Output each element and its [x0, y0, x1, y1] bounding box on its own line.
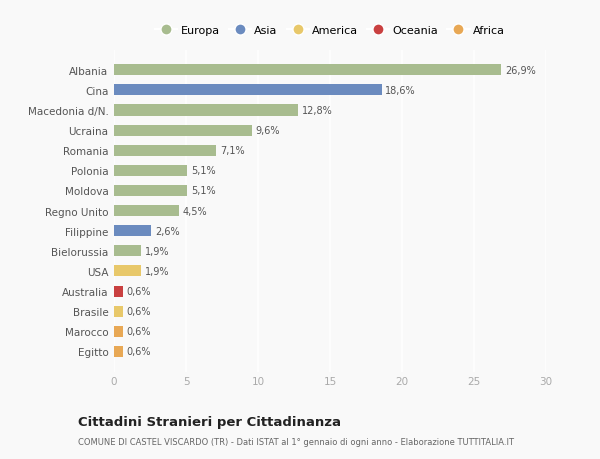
Bar	[114, 165, 187, 177]
Text: 5,1%: 5,1%	[191, 166, 215, 176]
Bar	[114, 65, 502, 76]
Text: 1,9%: 1,9%	[145, 266, 169, 276]
Text: 26,9%: 26,9%	[505, 66, 536, 76]
Text: 12,8%: 12,8%	[302, 106, 332, 116]
Text: 4,5%: 4,5%	[182, 206, 207, 216]
Text: 0,6%: 0,6%	[126, 286, 151, 297]
Bar	[114, 246, 142, 257]
Bar	[114, 266, 142, 277]
Text: 0,6%: 0,6%	[126, 307, 151, 317]
Text: 18,6%: 18,6%	[385, 86, 416, 95]
Text: 0,6%: 0,6%	[126, 327, 151, 336]
Text: 1,9%: 1,9%	[145, 246, 169, 256]
Text: 5,1%: 5,1%	[191, 186, 215, 196]
Bar	[114, 146, 216, 157]
Bar	[114, 286, 122, 297]
Text: 7,1%: 7,1%	[220, 146, 244, 156]
Bar	[114, 326, 122, 337]
Bar	[114, 85, 382, 96]
Text: COMUNE DI CASTEL VISCARDO (TR) - Dati ISTAT al 1° gennaio di ogni anno - Elabora: COMUNE DI CASTEL VISCARDO (TR) - Dati IS…	[78, 437, 514, 446]
Bar	[114, 206, 179, 217]
Bar	[114, 105, 298, 116]
Text: 2,6%: 2,6%	[155, 226, 179, 236]
Text: 0,6%: 0,6%	[126, 347, 151, 357]
Bar	[114, 346, 122, 357]
Bar	[114, 306, 122, 317]
Text: 9,6%: 9,6%	[256, 126, 280, 136]
Bar	[114, 125, 252, 136]
Bar	[114, 185, 187, 196]
Text: Cittadini Stranieri per Cittadinanza: Cittadini Stranieri per Cittadinanza	[78, 415, 341, 428]
Legend: Europa, Asia, America, Oceania, Africa: Europa, Asia, America, Oceania, Africa	[153, 24, 507, 38]
Bar	[114, 226, 151, 237]
